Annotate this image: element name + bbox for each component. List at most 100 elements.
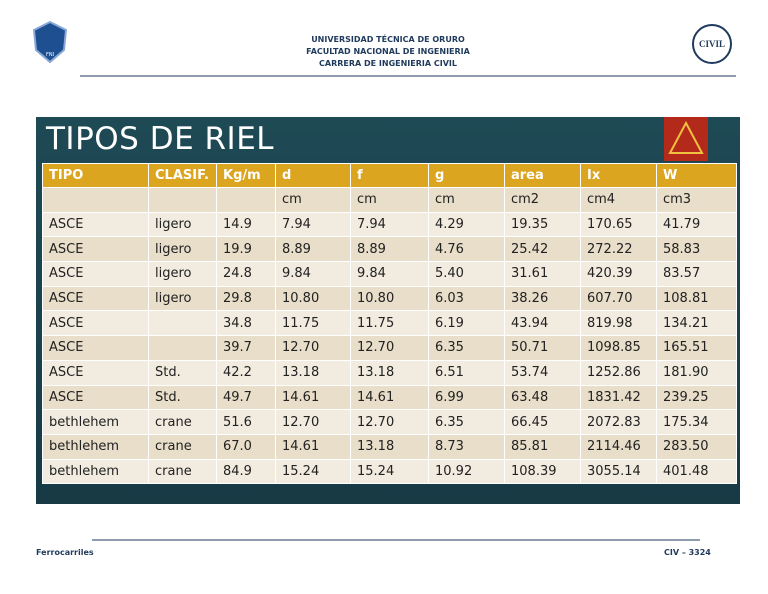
- cell: 14.61: [350, 384, 429, 411]
- cell: 7.94: [275, 211, 351, 238]
- cell: 12.70: [275, 335, 351, 361]
- data-row: ASCE 34.8 11.75 11.75 6.19 43.94 819.98 134.21: [42, 310, 737, 337]
- right-logo-text: CIVIL: [699, 39, 725, 49]
- data-row: ASCE Std. 42.2 13.18 13.18 6.51 53.74 1252.86 18…: [42, 359, 737, 386]
- cell: 13.18: [275, 359, 351, 386]
- cell: 19.35: [504, 211, 581, 238]
- cell: [216, 187, 276, 213]
- cell: 38.26: [504, 285, 581, 312]
- cell: 19.9: [216, 236, 276, 263]
- cell: 6.35: [428, 409, 505, 435]
- cell: 24.8: [216, 261, 276, 287]
- cell: 10.80: [350, 285, 429, 312]
- cell: 134.21: [656, 310, 737, 337]
- data-row: ASCE ligero 29.8 10.80 10.80 6.03 38.26 607.70 1…: [42, 285, 737, 312]
- header-row: TIPO CLASIF. Kg/m d f g area Ix W: [42, 163, 737, 188]
- cell: 239.25: [656, 384, 737, 411]
- cell: 11.75: [350, 310, 429, 337]
- cell: crane: [148, 409, 217, 435]
- cell: 6.19: [428, 310, 505, 337]
- header-line: FACULTAD NACIONAL DE INGENIERIA: [306, 47, 470, 56]
- data-row: ASCE ligero 24.8 9.84 9.84 5.40 31.61 420.39 83.…: [42, 261, 737, 287]
- cell: ligero: [148, 261, 217, 287]
- cell: crane: [148, 458, 217, 485]
- cell: g: [428, 163, 505, 188]
- cell: 15.24: [350, 458, 429, 485]
- cell: 25.42: [504, 236, 581, 263]
- cell: 6.51: [428, 359, 505, 386]
- cell: 41.79: [656, 211, 737, 238]
- cell: 12.70: [275, 409, 351, 435]
- cell: bethlehem: [42, 409, 149, 435]
- cell: 165.51: [656, 335, 737, 361]
- cell: 272.22: [580, 236, 657, 263]
- cell: Std.: [148, 359, 217, 386]
- cell: 819.98: [580, 310, 657, 337]
- cell: 2114.46: [580, 433, 657, 460]
- cell: ASCE: [42, 236, 149, 263]
- cell: 4.76: [428, 236, 505, 263]
- cell: [42, 187, 149, 213]
- units-row: cm cm cm cm2 cm4 cm3: [42, 187, 737, 213]
- cell: 170.65: [580, 211, 657, 238]
- cell: 10.92: [428, 458, 505, 485]
- cell: 9.84: [350, 261, 429, 287]
- cell: 5.40: [428, 261, 505, 287]
- left-logo-text: FNI: [46, 52, 54, 58]
- cell: 1098.85: [580, 335, 657, 361]
- cell: 6.35: [428, 335, 505, 361]
- cell: 6.99: [428, 384, 505, 411]
- cell: 8.73: [428, 433, 505, 460]
- cell: d: [275, 163, 351, 188]
- cell: 39.7: [216, 335, 276, 361]
- cell: [148, 335, 217, 361]
- cell: 58.83: [656, 236, 737, 263]
- cell: 53.74: [504, 359, 581, 386]
- footer-left: Ferrocarriles: [36, 548, 94, 557]
- cell: 14.61: [275, 433, 351, 460]
- cell: ASCE: [42, 359, 149, 386]
- cell: Std.: [148, 384, 217, 411]
- data-row: ASCE Std. 49.7 14.61 14.61 6.99 63.48 1831.42 23…: [42, 384, 737, 411]
- cell: 3055.14: [580, 458, 657, 485]
- cell: 13.18: [350, 359, 429, 386]
- cell: 1831.42: [580, 384, 657, 411]
- cell: 9.84: [275, 261, 351, 287]
- cell: 420.39: [580, 261, 657, 287]
- cell: cm2: [504, 187, 581, 213]
- cell: 11.75: [275, 310, 351, 337]
- cell: 6.03: [428, 285, 505, 312]
- cell: [148, 187, 217, 213]
- cell: 83.57: [656, 261, 737, 287]
- cell: 66.45: [504, 409, 581, 435]
- cell: ligero: [148, 285, 217, 312]
- cell: 175.34: [656, 409, 737, 435]
- cell: 2072.83: [580, 409, 657, 435]
- cell: cm3: [656, 187, 737, 213]
- cell: TIPO: [42, 163, 149, 188]
- cell: 42.2: [216, 359, 276, 386]
- cell: CLASIF.: [148, 163, 217, 188]
- cell: 108.81: [656, 285, 737, 312]
- cell: 85.81: [504, 433, 581, 460]
- cell: ASCE: [42, 310, 149, 337]
- footer-right: CIV – 3324: [664, 548, 711, 557]
- data-row: ASCE ligero 19.9 8.89 8.89 4.76 25.42 272.22 58.…: [42, 236, 737, 263]
- cell: ligero: [148, 211, 217, 238]
- cell: Ix: [580, 163, 657, 188]
- cell: 8.89: [275, 236, 351, 263]
- cell: 10.80: [275, 285, 351, 312]
- cell: area: [504, 163, 581, 188]
- cell: 607.70: [580, 285, 657, 312]
- cell: 8.89: [350, 236, 429, 263]
- left-logo: [32, 20, 68, 64]
- cell: W: [656, 163, 737, 188]
- cell: 15.24: [275, 458, 351, 485]
- cell: ASCE: [42, 261, 149, 287]
- cell: [148, 310, 217, 337]
- data-row: ASCE ligero 14.9 7.94 7.94 4.29 19.35 170.65 41.…: [42, 211, 737, 238]
